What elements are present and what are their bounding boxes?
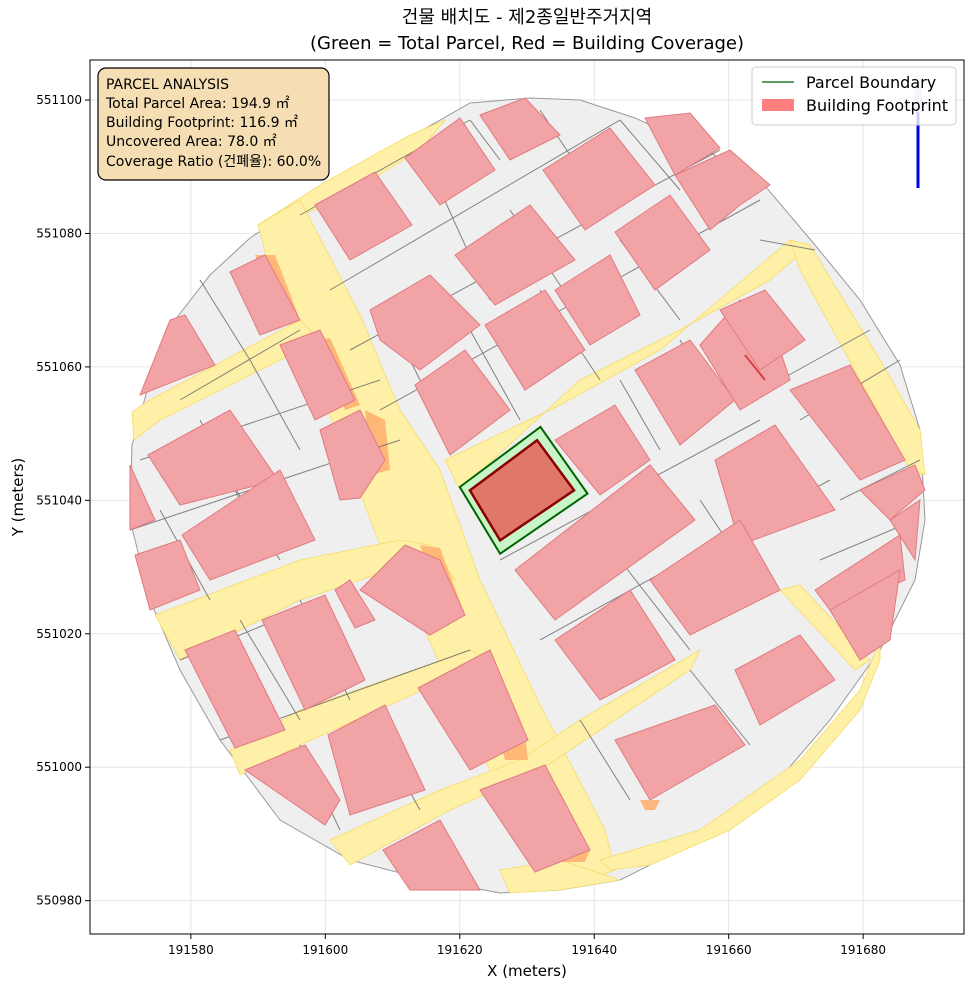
building-footprint [417,649,529,771]
building-footprint [334,579,376,629]
info-total-area: Total Parcel Area: 194.9 ㎡ [105,96,290,112]
x-tick-label: 191580 [168,943,214,957]
building-footprint [369,274,481,371]
legend-box [751,66,957,126]
y-tick-label: 551000 [36,760,82,774]
y-tick-label: 551100 [36,93,82,107]
road-east-lower [779,584,871,671]
parcel-line [839,459,921,501]
legend-building-swatch [762,99,794,111]
building-footprint [484,289,586,391]
info-box-background [97,67,330,181]
map-content [129,97,926,894]
building-footprint [829,569,901,661]
building-footprint [319,409,386,501]
x-tick-label: 191600 [302,943,348,957]
building-footprint [859,464,926,521]
map-title: 건물 배치도 - 제2종일반주거지역 [402,7,652,28]
building-footprint [454,204,576,306]
building-footprint [279,329,356,421]
y-tick-label: 551020 [36,627,82,641]
building-footprint [359,544,466,636]
parcel-analysis-box: PARCEL ANALYSIS Total Parcel Area: 194.9… [97,67,330,181]
info-uncovered: Uncovered Area: 78.0 ㎡ [106,134,277,150]
y-tick-label: 550980 [36,894,82,908]
building-footprint [719,289,806,371]
building-footprint [554,589,676,701]
parcel-line [759,239,816,251]
building-footprint [479,764,591,873]
parcel-line [179,329,301,401]
x-tick-label: 191640 [571,943,617,957]
y-axis-label: Y (meters) [9,458,27,538]
building-footprint [674,149,771,231]
parcel-line [579,719,631,801]
building-footprint [327,704,426,816]
x-tick-label: 191620 [437,943,483,957]
building-footprint [889,499,921,562]
road-southeast [599,639,881,871]
legend-parcel-label: Parcel Boundary [806,73,936,92]
building-footprint [139,314,216,396]
parcel-line [469,329,521,421]
parcel-line [469,119,501,161]
legend-building-label: Building Footprint [806,96,948,115]
info-footprint: Building Footprint: 116.9 ㎡ [106,115,298,131]
parcel-line [779,329,871,381]
map-subtitle: (Green = Total Parcel, Red = Building Co… [310,33,744,54]
building-footprint [414,349,511,456]
building-footprint [261,594,366,711]
y-tick-label: 551040 [36,493,82,507]
x-tick-label: 191680 [840,943,886,957]
target-building-footprint[interactable] [468,438,576,543]
parcel-line [199,279,251,361]
y-tick-label: 551080 [36,226,82,240]
building-footprint [554,254,641,346]
building-footprint [734,634,836,726]
axes-frame [89,59,965,935]
parcel-line [689,669,751,746]
building-footprint [129,464,156,531]
building-footprint [134,539,201,611]
x-axis-ticks: 191580 191600 191620 191640 191660 191680 [168,934,886,957]
building-footprint [649,519,781,636]
building-footprint [479,97,561,161]
parcel-line [619,559,691,651]
building-footprint [614,704,746,801]
parcel-line [619,119,681,191]
building-footprint [542,127,656,231]
building-footprint [514,464,696,621]
parcel-line [249,359,301,451]
highlight-line [744,354,766,381]
parcel-line [239,619,301,721]
legend: Parcel Boundary Building Footprint [751,66,957,126]
building-footprint [404,117,496,206]
building-footprint [554,404,651,496]
parcel-line [329,119,621,291]
building-footprint [184,629,286,749]
building-footprint [243,744,341,826]
building-footprint [382,819,481,891]
y-tick-label: 551060 [36,360,82,374]
building-footprint [181,469,316,581]
x-tick-label: 191660 [706,943,752,957]
x-axis-label: X (meters) [487,962,567,980]
building-footprint [614,194,711,291]
building-footprint [229,254,301,336]
road-east-outer [789,239,926,476]
building-footprint [714,424,836,546]
building-footprint [314,171,413,261]
info-coverage-ratio: Coverage Ratio (건폐율): 60.0% [106,154,321,170]
y-axis-ticks: 550980 551000 551020 551040 551060 551080 5511… [36,93,90,908]
building-footprint [789,364,906,481]
parcel-line [619,379,661,451]
building-footprint [644,112,721,176]
road-east-diagonal [444,239,806,491]
building-footprints [129,97,926,891]
info-heading: PARCEL ANALYSIS [106,77,229,93]
orange-patch [640,800,660,810]
